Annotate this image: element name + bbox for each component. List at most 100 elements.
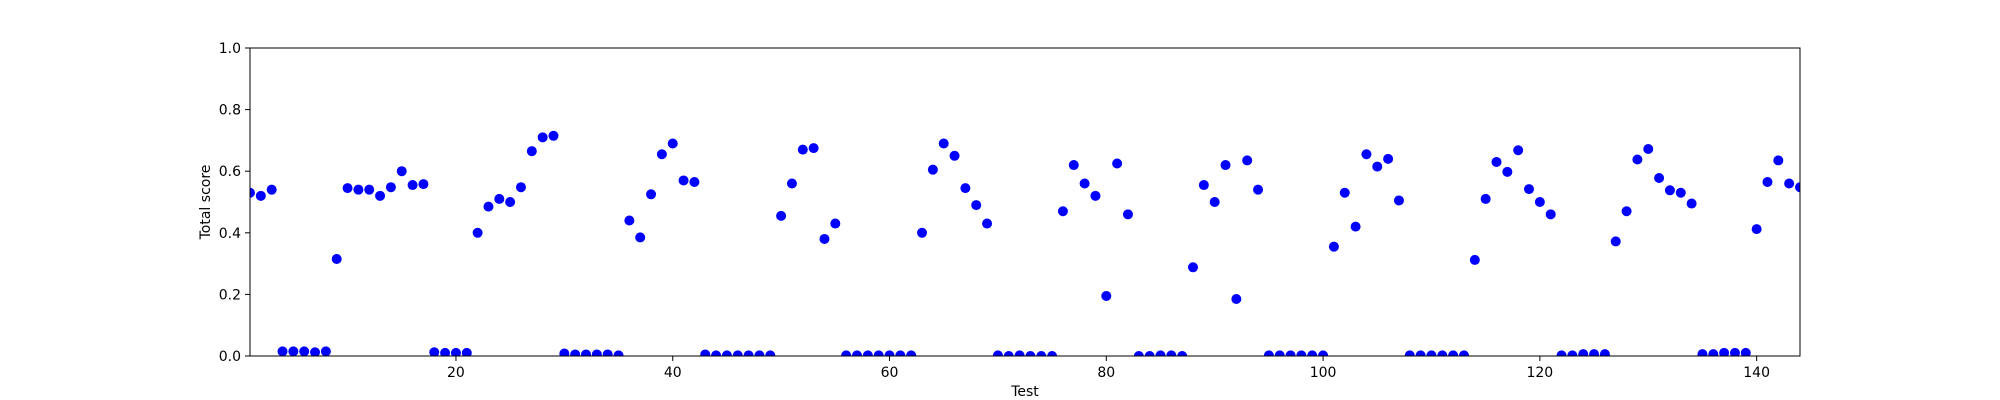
y-tick-label: 0.6 — [219, 164, 241, 180]
data-point — [635, 232, 646, 243]
data-point — [711, 350, 722, 356]
data-point — [602, 349, 613, 356]
data-point — [1047, 351, 1058, 356]
data-point — [1393, 195, 1404, 206]
data-point — [1079, 178, 1090, 189]
data-point — [646, 189, 657, 200]
data-point — [472, 227, 483, 238]
data-points — [250, 130, 1800, 356]
data-point — [1101, 290, 1112, 301]
data-point — [1339, 187, 1350, 198]
data-point — [440, 347, 451, 356]
data-point — [917, 227, 928, 238]
data-point — [1318, 350, 1329, 356]
data-point — [1469, 254, 1480, 265]
data-point — [396, 166, 407, 177]
data-point — [1751, 224, 1762, 235]
data-point — [1632, 154, 1643, 165]
data-point — [754, 350, 765, 356]
data-point — [1654, 172, 1665, 183]
data-point — [1448, 350, 1459, 356]
data-point — [700, 349, 711, 356]
data-point — [1686, 198, 1697, 209]
data-point — [1773, 155, 1784, 166]
data-point — [1242, 155, 1253, 166]
x-tick-label: 20 — [447, 365, 465, 381]
data-point — [1708, 349, 1719, 356]
data-point — [494, 193, 505, 204]
data-point — [1697, 349, 1708, 356]
data-point — [1057, 206, 1068, 217]
y-axis-ticks: 0.0 0.2 0.4 0.6 0.8 1.0 — [219, 41, 250, 365]
data-point — [1664, 185, 1675, 196]
data-point — [938, 138, 949, 149]
data-point — [320, 346, 331, 356]
data-point — [830, 218, 841, 229]
data-point — [1025, 351, 1036, 356]
data-point — [526, 146, 537, 157]
data-point — [1513, 145, 1524, 156]
x-axis-ticks: 20 40 60 80 100 120 140 — [447, 356, 1770, 381]
data-point — [1014, 350, 1025, 356]
y-axis-label: Total score — [198, 165, 214, 241]
data-point — [255, 190, 266, 201]
data-point — [927, 164, 938, 175]
data-point — [483, 201, 494, 212]
x-axis-label: Test — [1010, 384, 1039, 400]
data-point — [1188, 262, 1199, 273]
data-point — [1383, 153, 1394, 164]
data-point — [1296, 350, 1307, 356]
data-point — [515, 182, 526, 193]
data-point — [1166, 350, 1177, 356]
data-point — [1643, 144, 1654, 155]
data-point — [1784, 178, 1795, 189]
data-point — [450, 347, 461, 356]
data-point — [960, 183, 971, 194]
x-tick-label: 140 — [1743, 365, 1770, 381]
data-point — [1361, 149, 1372, 160]
data-point — [895, 350, 906, 356]
data-point — [765, 350, 776, 356]
data-point — [1155, 350, 1166, 356]
data-point — [1567, 350, 1578, 356]
data-point — [1209, 197, 1220, 207]
data-point — [407, 180, 418, 191]
data-point — [375, 190, 386, 201]
data-point — [971, 200, 982, 211]
data-point — [1112, 158, 1123, 169]
data-point — [1502, 166, 1513, 177]
data-point — [808, 143, 819, 154]
data-point — [266, 184, 277, 195]
data-point — [992, 350, 1003, 356]
data-point — [1795, 182, 1800, 193]
data-point — [1599, 349, 1610, 356]
data-point — [1610, 236, 1621, 247]
data-point — [1144, 351, 1155, 356]
data-point — [732, 350, 743, 356]
data-point — [689, 176, 700, 187]
data-point — [1729, 347, 1740, 356]
data-point — [1253, 184, 1264, 195]
data-point — [776, 210, 787, 221]
x-tick-label: 40 — [664, 365, 682, 381]
data-point — [1285, 350, 1296, 356]
data-point — [277, 346, 288, 356]
data-point — [678, 175, 689, 186]
data-point — [505, 197, 516, 207]
data-point — [667, 138, 678, 149]
data-point — [819, 233, 830, 244]
data-point — [1177, 351, 1188, 356]
data-point — [851, 350, 862, 356]
data-point — [1491, 156, 1502, 167]
data-point — [429, 347, 440, 356]
data-point — [1762, 176, 1773, 187]
data-point — [1404, 350, 1415, 356]
data-point — [906, 350, 917, 356]
data-point — [331, 253, 342, 264]
x-tick-label: 80 — [1097, 365, 1115, 381]
data-point — [1719, 347, 1730, 356]
data-point — [1274, 350, 1285, 356]
data-point — [1003, 351, 1014, 356]
data-point — [1328, 241, 1339, 252]
